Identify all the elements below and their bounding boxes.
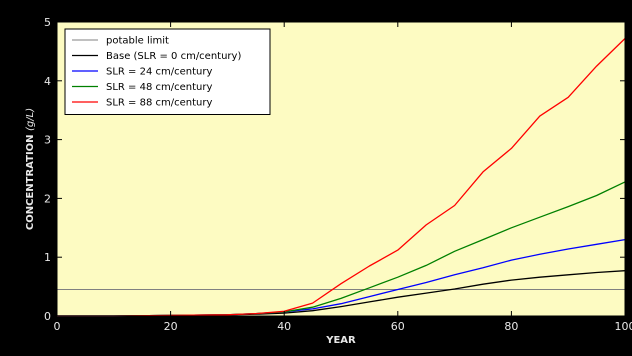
legend-label-2: SLR = 24 cm/century: [106, 67, 212, 78]
legend-label-0: potable limit: [106, 36, 169, 47]
x-tick-label-2: 40: [277, 320, 291, 333]
legend-label-1: Base (SLR = 0 cm/century): [106, 51, 241, 62]
series-line-4: [57, 38, 626, 317]
legend-box: [64, 28, 271, 115]
y-tick-label-5: 5: [44, 16, 51, 29]
y-tick-label-4: 4: [44, 75, 51, 88]
x-tick-label-0: 0: [54, 320, 61, 333]
y-tick-label-1: 1: [44, 251, 51, 264]
x-axis-label: YEAR: [325, 335, 356, 346]
legend-label-3: SLR = 48 cm/century: [106, 82, 212, 93]
series-layer: [57, 38, 626, 317]
y-tick-label-3: 3: [44, 134, 51, 147]
y-axis-label: CONCENTRATION (g/L): [25, 108, 36, 230]
x-tick-label-1: 20: [164, 320, 178, 333]
x-tick-label-3: 60: [391, 320, 405, 333]
y-axis-label-unit: (g/L): [25, 108, 36, 131]
y-tick-label-2: 2: [44, 192, 51, 205]
x-tick-label-4: 80: [504, 320, 518, 333]
plot-frame: [56, 21, 626, 317]
x-tick-label-5: 100: [615, 320, 632, 333]
legend: potable limit Base (SLR = 0 cm/century) SL…: [64, 28, 271, 115]
legend-label-4: SLR = 88 cm/century: [106, 98, 212, 109]
ticks-layer: 0 20 40 60 80 100 0 1 2 3 4 5: [44, 16, 632, 333]
y-tick-label-0: 0: [44, 310, 51, 323]
y-axis-label-main: CONCENTRATION: [25, 131, 36, 230]
